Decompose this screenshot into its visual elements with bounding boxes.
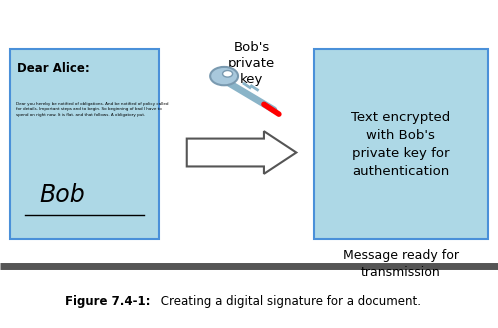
Circle shape <box>210 67 238 85</box>
FancyBboxPatch shape <box>314 49 488 239</box>
Text: Message ready for
transmission: Message ready for transmission <box>343 249 459 279</box>
FancyArrow shape <box>187 131 296 174</box>
Text: Dear Alice:: Dear Alice: <box>17 62 90 75</box>
FancyBboxPatch shape <box>10 49 159 239</box>
Text: Text encrypted
with Bob's
private key for
authentication: Text encrypted with Bob's private key fo… <box>351 111 451 178</box>
Text: Figure 7.4-1:: Figure 7.4-1: <box>65 295 150 308</box>
Text: Dear you hereby be notified of obligations. And be notified of policy called
for: Dear you hereby be notified of obligatio… <box>16 102 169 117</box>
Text: Creating a digital signature for a document.: Creating a digital signature for a docum… <box>157 295 421 308</box>
Text: Bob's
private
key: Bob's private key <box>228 41 275 86</box>
Text: Bob: Bob <box>40 183 86 207</box>
Circle shape <box>223 71 233 77</box>
